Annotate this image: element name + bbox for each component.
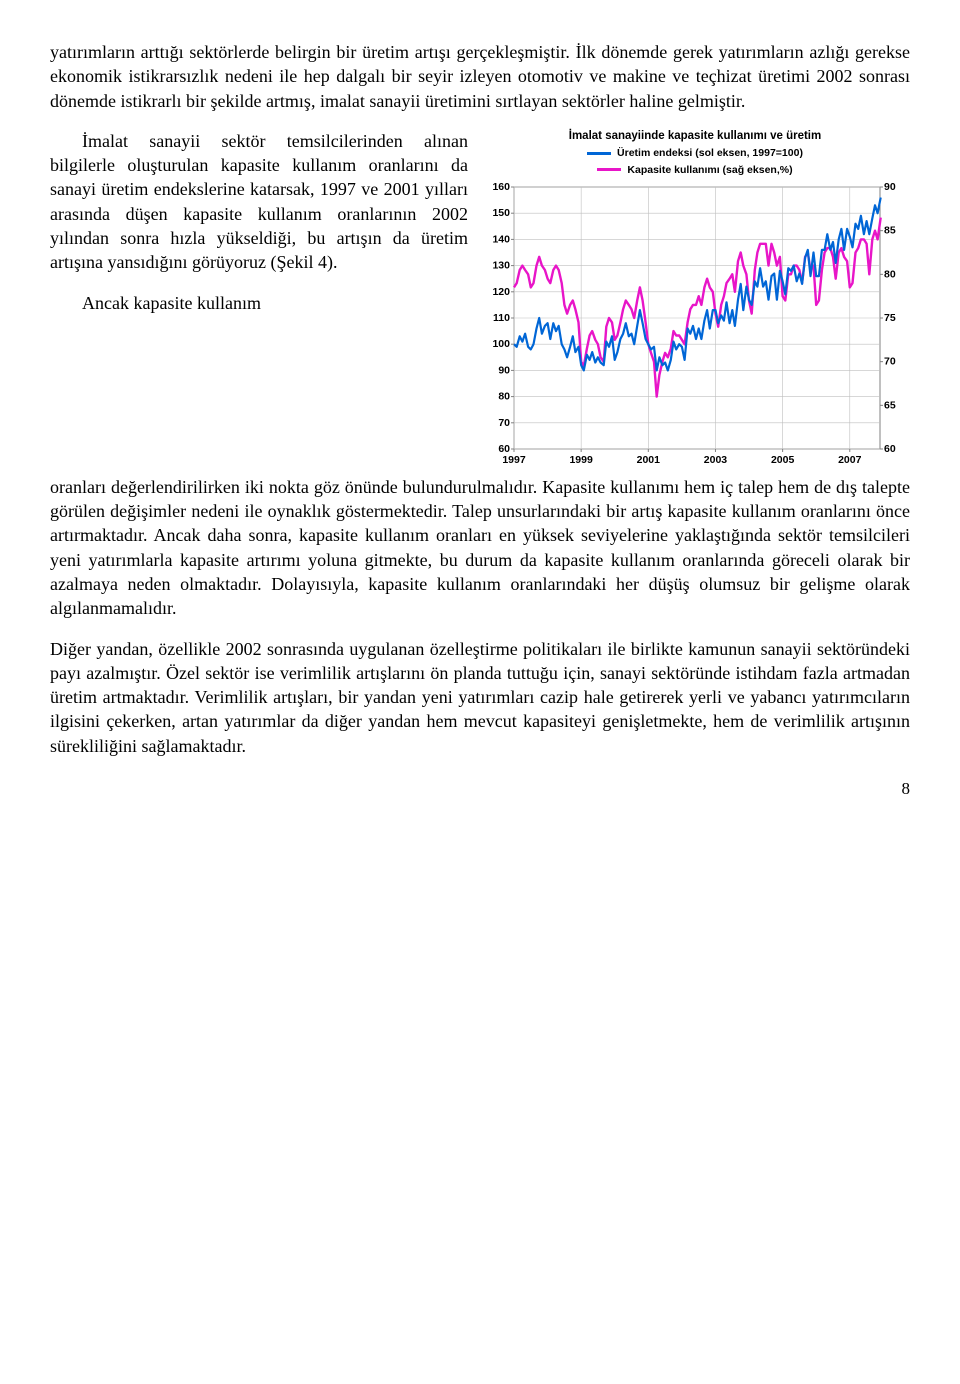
left-text-column: İmalat sanayii sektör temsilcilerinden a… (50, 129, 468, 471)
legend-item-1: Üretim endeksi (sol eksen, 1997=100) (587, 146, 803, 160)
svg-text:80: 80 (884, 268, 896, 280)
svg-text:90: 90 (884, 181, 896, 193)
svg-text:160: 160 (492, 181, 510, 193)
svg-text:70: 70 (498, 417, 510, 429)
paragraph-3: oranları değerlendirilirken iki nokta gö… (50, 475, 910, 621)
svg-text:110: 110 (493, 312, 510, 324)
paragraph-4: Diğer yandan, özellikle 2002 sonrasında … (50, 637, 910, 758)
chart-container: İmalat sanayiinde kapasite kullanımı ve … (480, 129, 910, 471)
legend-swatch-2 (597, 168, 621, 171)
svg-text:2007: 2007 (838, 454, 862, 466)
svg-text:1999: 1999 (569, 454, 593, 466)
svg-text:75: 75 (884, 312, 896, 324)
svg-text:2005: 2005 (771, 454, 795, 466)
svg-text:65: 65 (884, 399, 896, 411)
svg-text:120: 120 (492, 286, 510, 298)
chart-legend: Üretim endeksi (sol eksen, 1997=100) Kap… (480, 146, 910, 176)
svg-text:1997: 1997 (502, 454, 526, 466)
legend-item-2: Kapasite kullanımı (sağ eksen,%) (597, 163, 792, 177)
svg-text:70: 70 (884, 355, 896, 367)
legend-swatch-1 (587, 152, 611, 155)
svg-text:150: 150 (492, 207, 510, 219)
svg-text:100: 100 (492, 338, 510, 350)
svg-text:80: 80 (498, 390, 510, 402)
two-column-row: İmalat sanayii sektör temsilcilerinden a… (50, 129, 910, 471)
paragraph-1: yatırımların arttığı sektörlerde belirgi… (50, 40, 910, 113)
svg-text:130: 130 (492, 259, 510, 271)
paragraph-2b: Ancak kapasite kullanım (50, 291, 468, 315)
svg-text:85: 85 (884, 224, 896, 236)
svg-text:2003: 2003 (704, 454, 728, 466)
svg-text:140: 140 (492, 233, 510, 245)
svg-text:60: 60 (884, 443, 896, 455)
legend-label-1: Üretim endeksi (sol eksen, 1997=100) (617, 146, 803, 160)
svg-text:2001: 2001 (637, 454, 661, 466)
svg-text:90: 90 (498, 364, 510, 376)
chart-column: İmalat sanayiinde kapasite kullanımı ve … (480, 129, 910, 471)
paragraph-2a: İmalat sanayii sektör temsilcilerinden a… (50, 129, 468, 275)
chart-title: İmalat sanayiinde kapasite kullanımı ve … (480, 129, 910, 145)
page-number: 8 (50, 778, 910, 801)
chart-svg: 6070809010011012013014015016060657075808… (480, 181, 910, 471)
legend-label-2: Kapasite kullanımı (sağ eksen,%) (627, 163, 792, 177)
